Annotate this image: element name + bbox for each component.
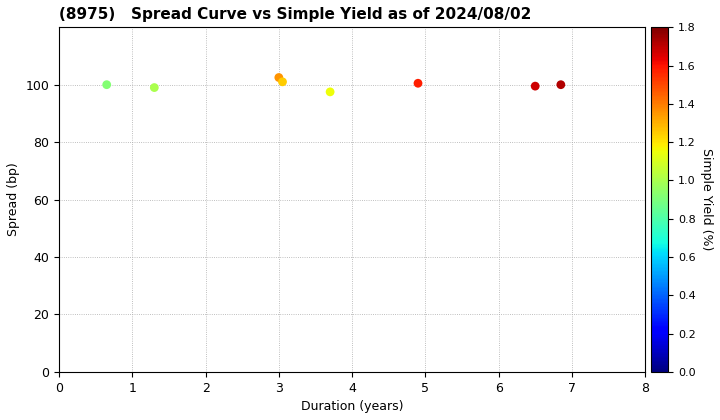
Point: [555, 81, 567, 88]
Point: [529, 83, 541, 89]
Point: [273, 74, 284, 81]
Y-axis label: Spread (bp): Spread (bp): [7, 163, 20, 236]
Point: [276, 79, 288, 85]
Y-axis label: Simple Yield (%): Simple Yield (%): [700, 148, 713, 251]
Point: [324, 89, 336, 95]
Text: (8975)   Spread Curve vs Simple Yield as of 2024/08/02: (8975) Spread Curve vs Simple Yield as o…: [59, 7, 531, 22]
Point: [413, 80, 424, 87]
Point: [148, 84, 160, 91]
Point: [101, 81, 112, 88]
X-axis label: Duration (years): Duration (years): [301, 400, 403, 413]
